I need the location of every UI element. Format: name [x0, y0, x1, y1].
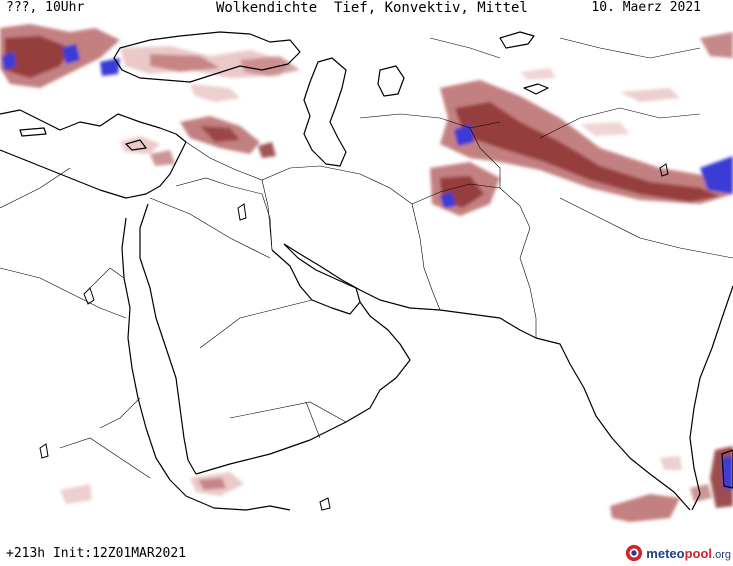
valid-date: 10. Maerz 2021	[591, 0, 701, 15]
crete-coast	[19, 127, 47, 137]
logo-accent: pool	[684, 545, 713, 561]
coastlines	[0, 31, 733, 511]
india-east-coast	[689, 285, 733, 511]
run-info: +213h Init:12Z01MAR2021	[6, 546, 187, 561]
cloud-patch-himalaya	[430, 32, 733, 216]
levant-coast	[0, 141, 187, 199]
cloud-patch-south-asia	[610, 446, 733, 522]
cyprus-coast	[125, 139, 147, 151]
arabia-south-coast	[195, 301, 411, 475]
meteopool-logo[interactable]: meteopool.org	[625, 542, 731, 564]
logo-wordmark: meteopool.org	[646, 546, 731, 561]
aral-sea-coast	[377, 65, 405, 97]
country-borders	[0, 37, 733, 479]
cloud-patch-horn	[60, 472, 244, 504]
logo-suffix: .org	[712, 548, 731, 561]
logo-prefix: meteo	[646, 545, 685, 561]
arabia-west-coast	[139, 203, 197, 475]
lake-balkhash-coast	[499, 31, 535, 49]
meteopool-logo-icon	[626, 544, 643, 562]
cloud-layer	[0, 24, 733, 522]
weather-map[interactable]	[0, 18, 733, 526]
sri-lanka-coast	[721, 449, 733, 489]
mediterranean-north-coast	[0, 109, 187, 143]
cloud-patch-balkans	[0, 24, 300, 88]
horn-of-africa-coast	[169, 479, 291, 511]
caspian-sea-coast	[303, 57, 347, 167]
map-title: Wolkendichte Tief, Konvektiv, Mittel	[216, 0, 528, 16]
iran-south-coast	[283, 243, 537, 339]
red-sea-west-coast	[121, 217, 171, 481]
run-label: ???, 10Uhr	[6, 0, 85, 15]
small-islands	[39, 163, 669, 511]
persian-gulf-coast	[271, 243, 361, 315]
cloud-patch-anatolia	[120, 84, 276, 166]
issyk-kul-coast	[523, 83, 549, 95]
black-sea-coast	[113, 31, 301, 83]
india-west-coast	[535, 337, 691, 511]
